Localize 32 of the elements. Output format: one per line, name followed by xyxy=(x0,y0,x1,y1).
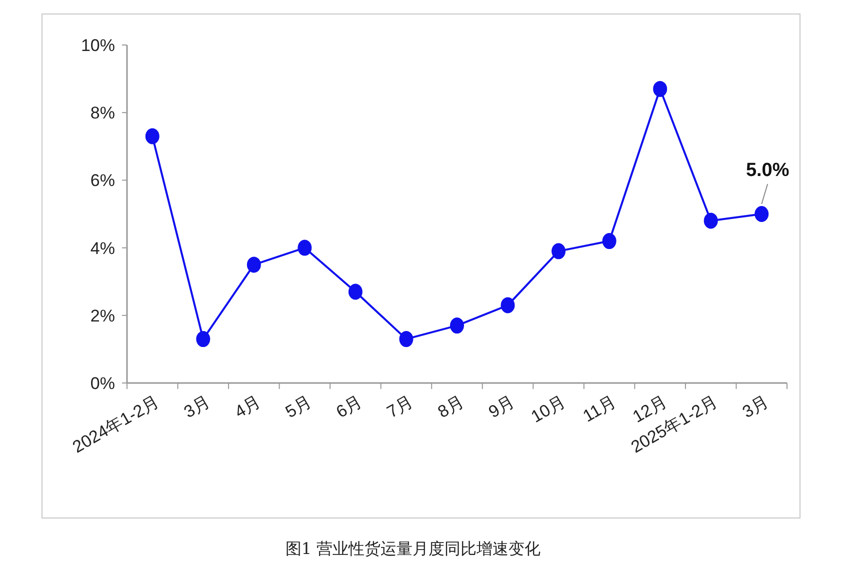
y-tick-label: 6% xyxy=(90,171,115,190)
point xyxy=(500,297,515,314)
point xyxy=(298,240,312,256)
x-tick-label: 10月 xyxy=(528,392,569,426)
y-tick-label: 8% xyxy=(90,104,115,123)
point xyxy=(754,206,769,222)
x-tick-label: 7月 xyxy=(384,392,416,422)
x-tick-label: 4月 xyxy=(232,392,264,422)
point xyxy=(602,233,616,250)
annotation: 5.0% xyxy=(746,160,790,181)
x-tick-label: 2024年1-2月 xyxy=(69,392,162,457)
point xyxy=(704,212,718,229)
x-tick-label: 5月 xyxy=(282,392,315,422)
point xyxy=(552,243,566,260)
point xyxy=(450,318,464,334)
point xyxy=(348,284,362,300)
x-tick-label: 3月 xyxy=(739,392,772,422)
x-tick-label: 6月 xyxy=(333,392,366,422)
y-tick-label: 0% xyxy=(90,374,115,393)
x-tick-label: 9月 xyxy=(485,392,518,422)
y-tick-label: 10% xyxy=(80,36,115,55)
x-tick-label: 8月 xyxy=(434,392,467,422)
point xyxy=(196,331,210,348)
y-tick-label: 2% xyxy=(90,306,115,326)
text: 图1 营业性货运量月度同比增速变化 xyxy=(285,539,541,558)
y-tick-label: 4% xyxy=(90,238,115,258)
point xyxy=(145,128,160,144)
point xyxy=(653,80,668,97)
x-tick-label: 3月 xyxy=(180,392,214,422)
x-tick-label: 11月 xyxy=(580,392,620,426)
point xyxy=(246,256,261,273)
point xyxy=(399,331,414,348)
